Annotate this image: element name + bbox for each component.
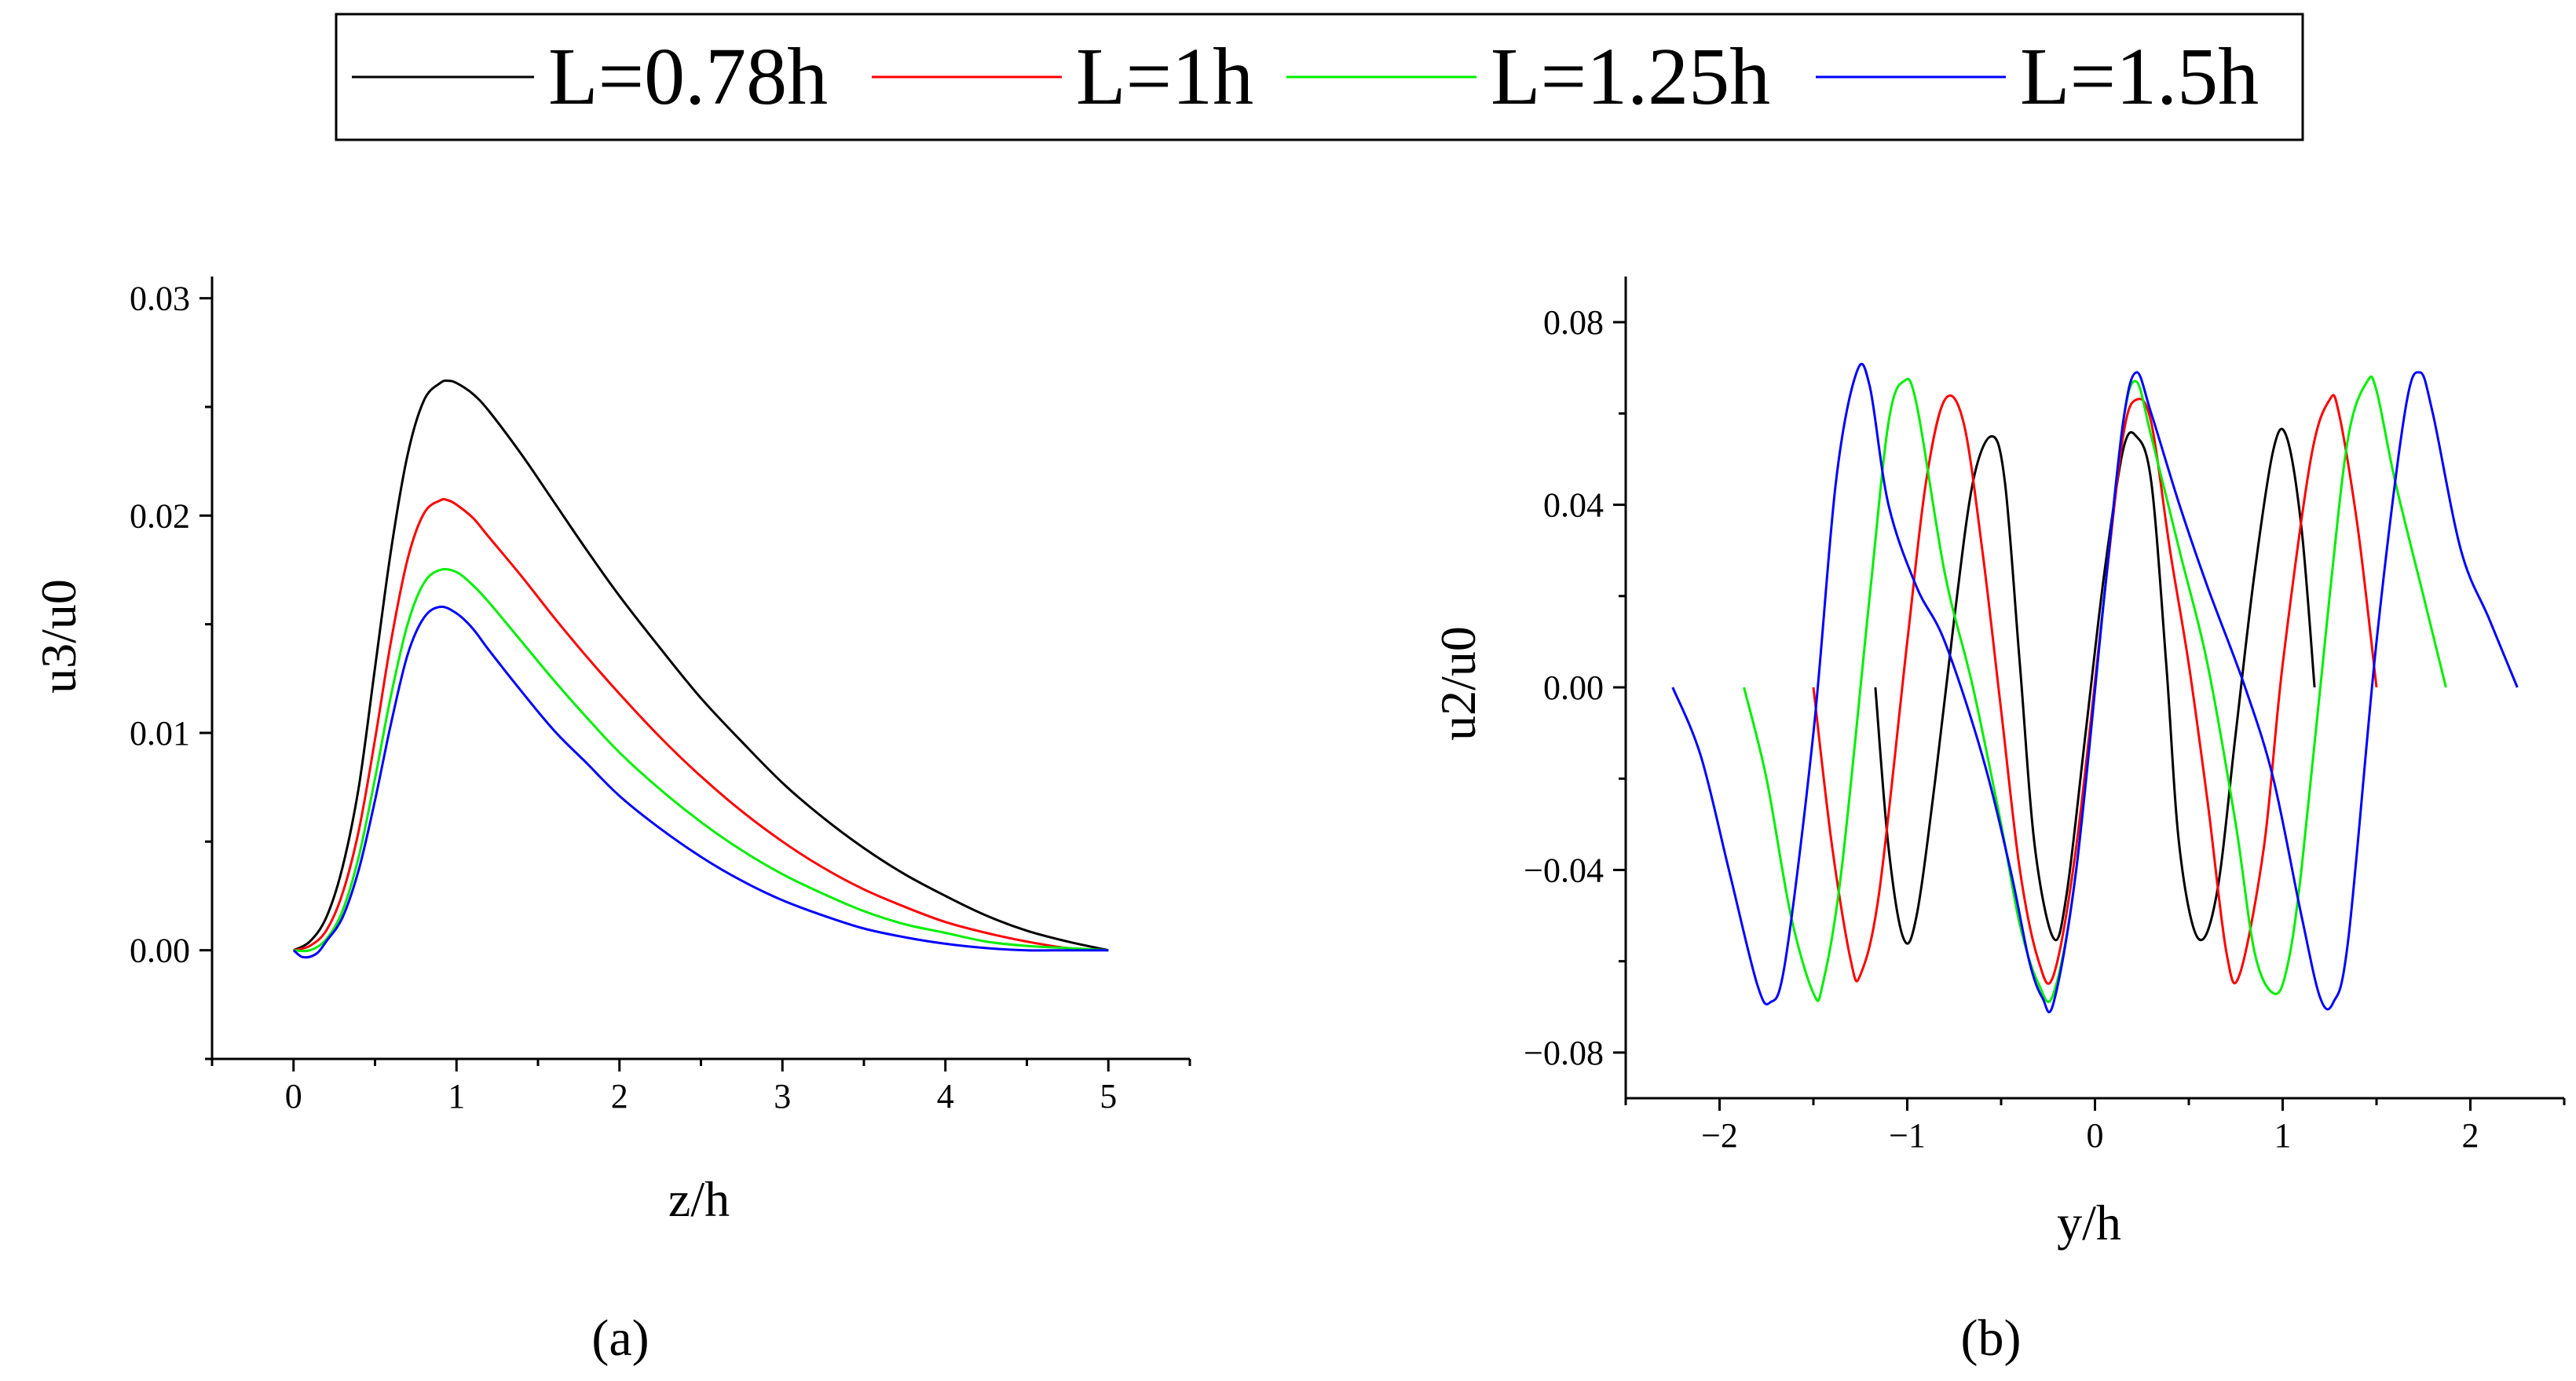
- panel-b-x-tick-label: 2: [2462, 1116, 2479, 1155]
- panel-b-y-tick-label: 0.08: [1543, 303, 1604, 342]
- legend-entry-3: L=1.5h: [1816, 31, 2259, 122]
- panel-b-x-tick-label: 0: [2087, 1116, 2104, 1155]
- panel-a-series: [292, 379, 1109, 959]
- panel-b-y-tick-label: 0.04: [1543, 486, 1604, 525]
- panel-b-xlabel: y/h: [2057, 1195, 2121, 1251]
- panel-b-series-0: [1874, 427, 2316, 945]
- panel-a-ylabel: u3/u0: [31, 579, 86, 694]
- panel-a-x-tick-label: 2: [611, 1077, 628, 1115]
- panel-b-y-tick-label: −0.08: [1524, 1034, 1604, 1072]
- panel-b-label: (b): [1961, 1310, 2022, 1367]
- panel-b-ylabel: u2/u0: [1430, 626, 1486, 741]
- panel-a-y-tick-label: 0.01: [130, 714, 190, 753]
- panel-a-x-tick-label: 5: [1100, 1077, 1117, 1115]
- panel-b-x-tick-label: 1: [2274, 1116, 2292, 1155]
- panel-b: −2 −1 0 1 2−0.08−0.040.000.040.08 y/h u2/u0 …: [1430, 277, 2566, 1367]
- panel-a-y-tick-label: 0.00: [130, 932, 190, 970]
- panel-a-x-tick-label: 4: [937, 1077, 954, 1115]
- panel-a-series-0: [293, 379, 1109, 952]
- panel-a-series-2: [293, 568, 1109, 953]
- legend-label-3: L=1.5h: [2020, 31, 2259, 122]
- panel-a-series-3: [292, 605, 1109, 959]
- panel-a-x-tick-label: 0: [285, 1077, 302, 1115]
- panel-a-y-tick-label: 0.02: [130, 496, 190, 535]
- legend-entry-1: L=1h: [872, 31, 1253, 122]
- panel-b-series-3: [1671, 362, 2519, 1013]
- panel-a-xlabel: z/h: [668, 1171, 730, 1227]
- panel-a-axes: [210, 277, 1190, 1060]
- panel-b-y-tick-label: 0.00: [1543, 669, 1604, 707]
- panel-a-y-tick-label: 0.03: [130, 280, 190, 318]
- panel-a-label: (a): [591, 1310, 649, 1367]
- panel-a: 0 1 2 3 4 5 0.00 0.01 0.02 0.03 z/h u3/u0 (a): [31, 277, 1191, 1367]
- panel-a-x-tick-label: 3: [774, 1077, 791, 1115]
- legend-entry-2: L=1.25h: [1286, 31, 1770, 122]
- panel-a-ticks: 0 1 2 3 4 5 0.00 0.01 0.02 0.03: [130, 280, 1191, 1115]
- panel-b-x-tick-label: −1: [1889, 1116, 1926, 1155]
- panel-a-series-1: [293, 498, 1109, 952]
- panel-b-series: [1671, 362, 2519, 1013]
- legend-label-1: L=1h: [1076, 31, 1253, 122]
- legend-entry-0: L=0.78h: [352, 31, 828, 122]
- panel-b-ticks: −2 −1 0 1 2 −0.08 −0.04 0.00 0.04 0.08: [1524, 303, 2566, 1155]
- panel-b-y-tick-label: −0.04: [1524, 851, 1604, 889]
- panel-b-x-tick-label: −2: [1701, 1116, 1738, 1155]
- legend-label-0: L=0.78h: [548, 31, 828, 122]
- legend-label-2: L=1.25h: [1491, 31, 1770, 122]
- panel-a-x-tick-label: 1: [448, 1077, 465, 1115]
- legend: L=0.78h L=1h L=1.25h L=1.5h: [335, 13, 2304, 141]
